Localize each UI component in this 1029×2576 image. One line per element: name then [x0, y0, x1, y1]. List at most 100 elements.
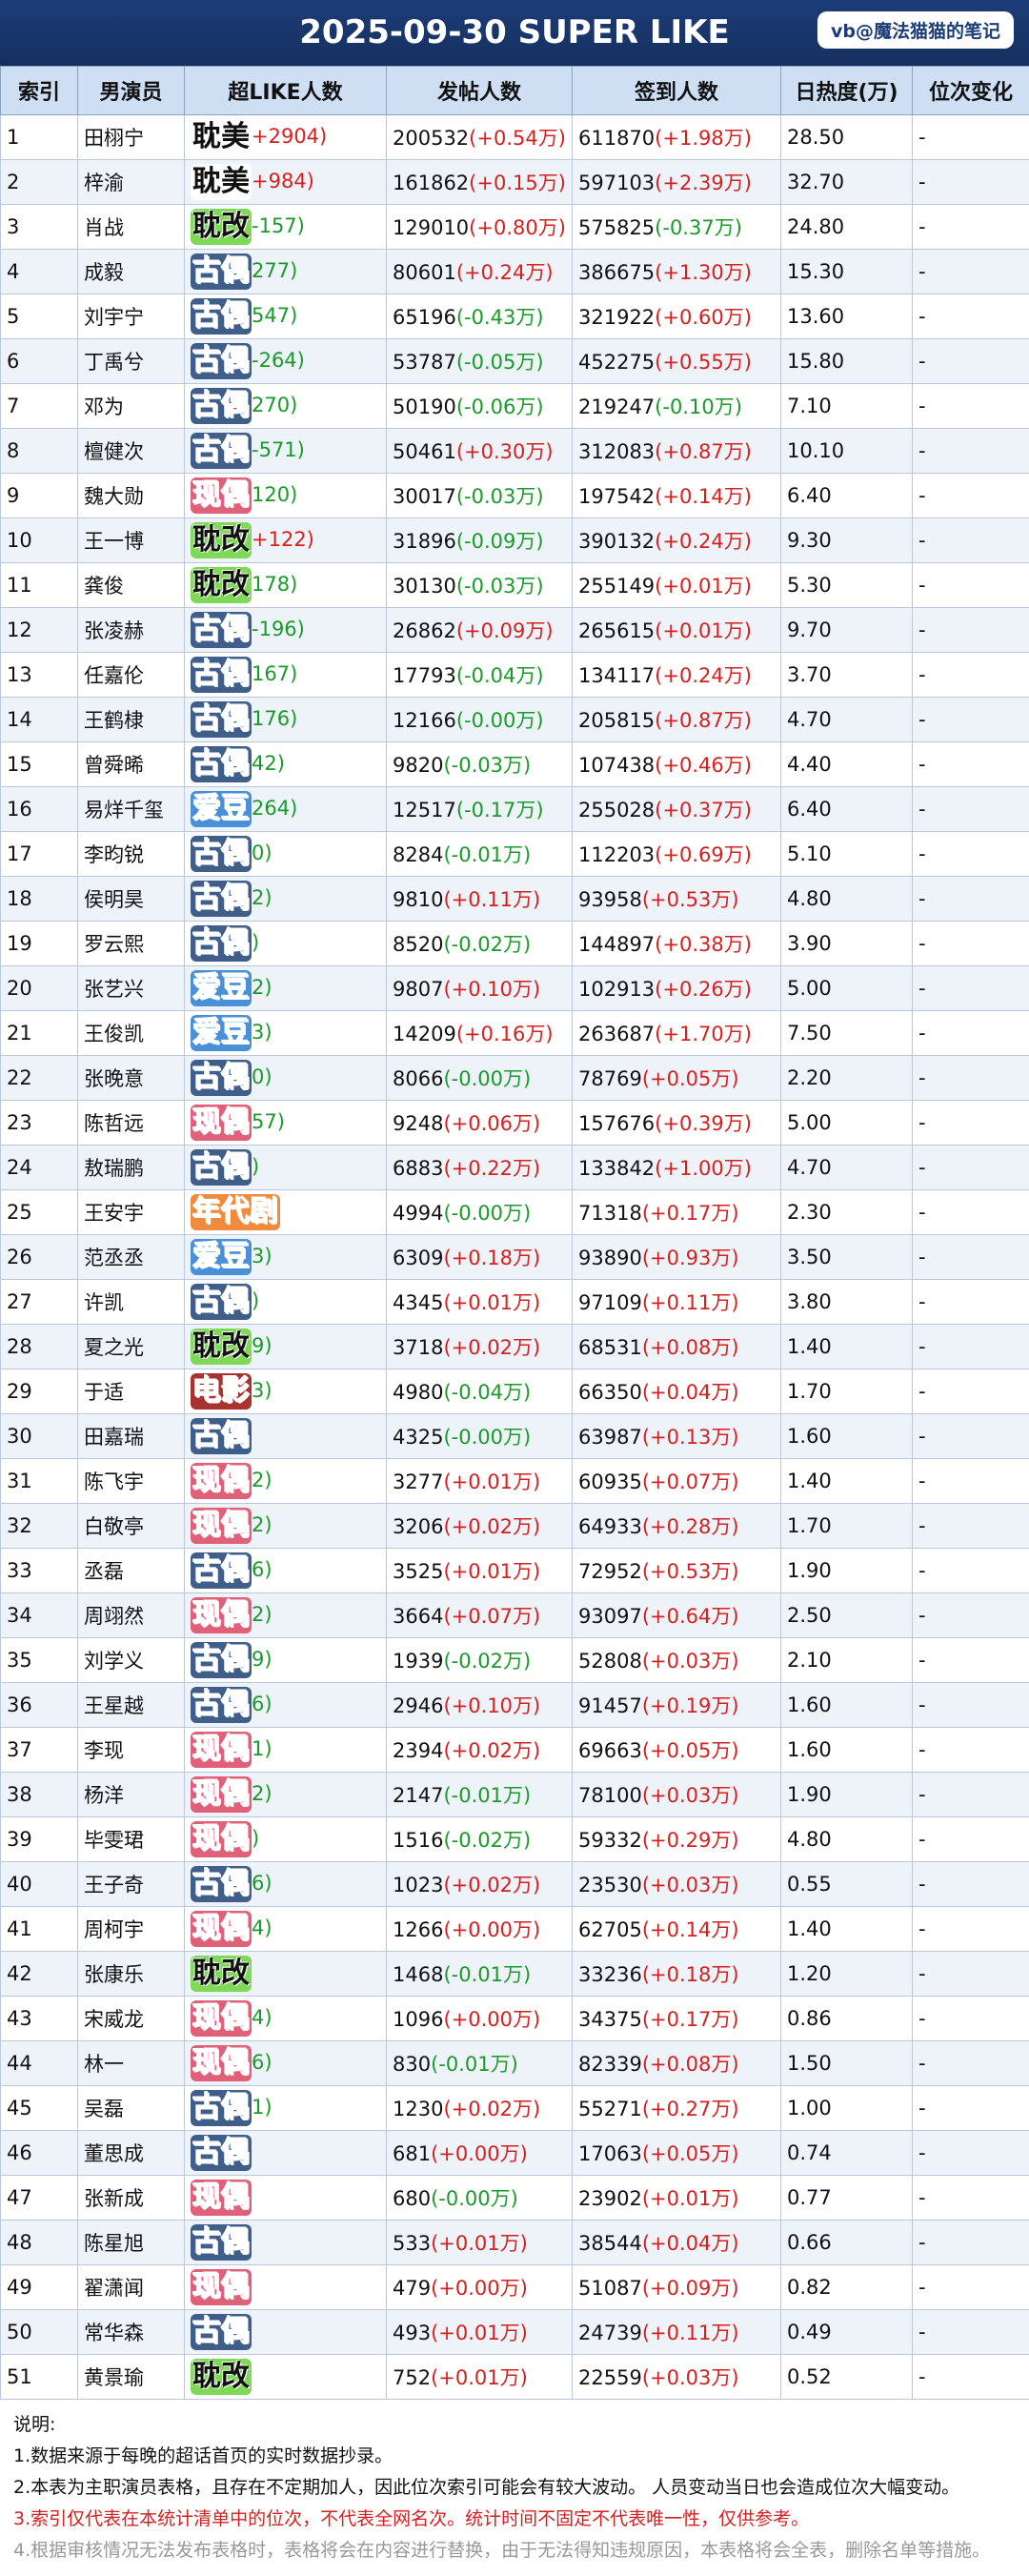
rank-change-cell: - — [913, 205, 1029, 250]
actor-cell: 刘宇宁 — [78, 294, 185, 339]
like-change: ) — [252, 1289, 259, 1312]
rank-change-cell: - — [913, 1593, 1029, 1638]
rank-change-cell: - — [913, 1549, 1029, 1593]
like-cell: 古偶9) — [185, 1638, 387, 1683]
note-line: 3.索引仅代表在本统计清单中的位次，不代表全网名次。统计时间不固定不代表唯一性，… — [13, 2504, 1016, 2535]
heat-cell: 4.40 — [781, 742, 913, 787]
like-cell: 现偶6) — [185, 2041, 387, 2086]
heat-cell: 0.52 — [781, 2355, 913, 2400]
like-cell: 爱豆3) — [185, 1011, 387, 1056]
sign-change: (+1.00万) — [655, 1157, 752, 1180]
heat-cell: 7.10 — [781, 384, 913, 429]
heat-cell: 3.70 — [781, 653, 913, 698]
rank-change-cell: - — [913, 653, 1029, 698]
genre-tag: 耽美 — [191, 164, 252, 200]
genre-tag: 古偶 — [191, 657, 252, 693]
sign-change: (+0.17万) — [642, 1202, 739, 1225]
index-cell: 5 — [1, 294, 78, 339]
actor-cell: 许凯 — [78, 1280, 185, 1325]
post-change: (-0.03万) — [456, 485, 544, 508]
rank-change-cell: - — [913, 922, 1029, 966]
post-change: (+0.01万) — [443, 1291, 540, 1314]
post-cell: 3206(+0.02万) — [387, 1504, 573, 1549]
post-count: 65196 — [393, 306, 456, 329]
sign-cell: 265615(+0.01万) — [573, 608, 781, 653]
post-cell: 680(-0.00万) — [387, 2176, 573, 2221]
sign-count: 78769 — [578, 1067, 642, 1090]
sign-change: (+2.39万) — [655, 172, 752, 194]
post-count: 80601 — [393, 261, 456, 284]
heat-cell: 1.60 — [781, 1414, 913, 1459]
post-count: 4345 — [393, 1291, 443, 1314]
post-change: (+0.10万) — [443, 978, 540, 1001]
sign-cell: 452275(+0.55万) — [573, 339, 781, 384]
sign-cell: 62705(+0.14万) — [573, 1907, 781, 1952]
post-count: 3525 — [393, 1560, 443, 1583]
column-header: 日热度(万) — [781, 67, 913, 115]
post-cell: 8066(-0.00万) — [387, 1056, 573, 1101]
heat-cell: 15.30 — [781, 250, 913, 294]
actor-cell: 王鹤棣 — [78, 698, 185, 742]
rank-change-cell: - — [913, 787, 1029, 832]
sign-count: 33236 — [578, 1963, 642, 1986]
like-cell: 爱豆3) — [185, 1235, 387, 1280]
sign-cell: 263687(+1.70万) — [573, 1011, 781, 1056]
notes: 说明:1.数据来源于每晚的超话首页的实时数据抄录。2.本表为主职演员表格，且存在… — [0, 2400, 1029, 2576]
post-cell: 4980(-0.04万) — [387, 1369, 573, 1414]
index-cell: 12 — [1, 608, 78, 653]
post-change: (+0.24万) — [456, 261, 554, 284]
sign-count: 55271 — [578, 2098, 642, 2120]
post-count: 1096 — [393, 2008, 443, 2031]
index-cell: 42 — [1, 1952, 78, 1997]
genre-tag: 爱豆 — [191, 1239, 252, 1275]
sign-cell: 93097(+0.64万) — [573, 1593, 781, 1638]
rank-change-cell: - — [913, 2221, 1029, 2265]
sign-change: (+0.01万) — [655, 619, 752, 642]
index-cell: 18 — [1, 877, 78, 922]
rank-change-cell: - — [913, 1414, 1029, 1459]
sign-change: (+0.04万) — [642, 2232, 739, 2255]
index-cell: 17 — [1, 832, 78, 877]
rank-change-cell: - — [913, 1280, 1029, 1325]
post-change: (+0.00万) — [431, 2277, 528, 2300]
rank-change-cell: - — [913, 1952, 1029, 1997]
genre-tag: 古偶 — [191, 746, 252, 782]
like-change: 277) — [252, 259, 297, 282]
post-change: (-0.03万) — [443, 754, 531, 777]
sign-count: 255028 — [578, 799, 655, 821]
index-cell: 41 — [1, 1907, 78, 1952]
post-cell: 50190(-0.06万) — [387, 384, 573, 429]
actor-cell: 林一 — [78, 2041, 185, 2086]
like-change: -571) — [252, 438, 305, 461]
index-cell: 35 — [1, 1638, 78, 1683]
sign-cell: 312083(+0.87万) — [573, 429, 781, 474]
sign-count: 93890 — [578, 1247, 642, 1269]
actor-cell: 宋威龙 — [78, 1997, 185, 2041]
index-cell: 23 — [1, 1101, 78, 1146]
post-count: 12166 — [393, 709, 456, 732]
like-change: 0) — [252, 842, 272, 864]
sign-cell: 93890(+0.93万) — [573, 1235, 781, 1280]
sign-cell: 97109(+0.11万) — [573, 1280, 781, 1325]
genre-tag: 现偶 — [191, 2045, 252, 2081]
index-cell: 43 — [1, 1997, 78, 2041]
actor-cell: 李现 — [78, 1728, 185, 1773]
sign-count: 597103 — [578, 172, 655, 194]
actor-cell: 黄景瑜 — [78, 2355, 185, 2400]
index-cell: 38 — [1, 1773, 78, 1817]
actor-cell: 陈星旭 — [78, 2221, 185, 2265]
actor-cell: 魏大勋 — [78, 474, 185, 518]
actor-cell: 任嘉伦 — [78, 653, 185, 698]
heat-cell: 2.30 — [781, 1190, 913, 1235]
sign-change: (+0.37万) — [655, 799, 752, 821]
heat-cell: 1.20 — [781, 1952, 913, 1997]
post-cell: 53787(-0.05万) — [387, 339, 573, 384]
